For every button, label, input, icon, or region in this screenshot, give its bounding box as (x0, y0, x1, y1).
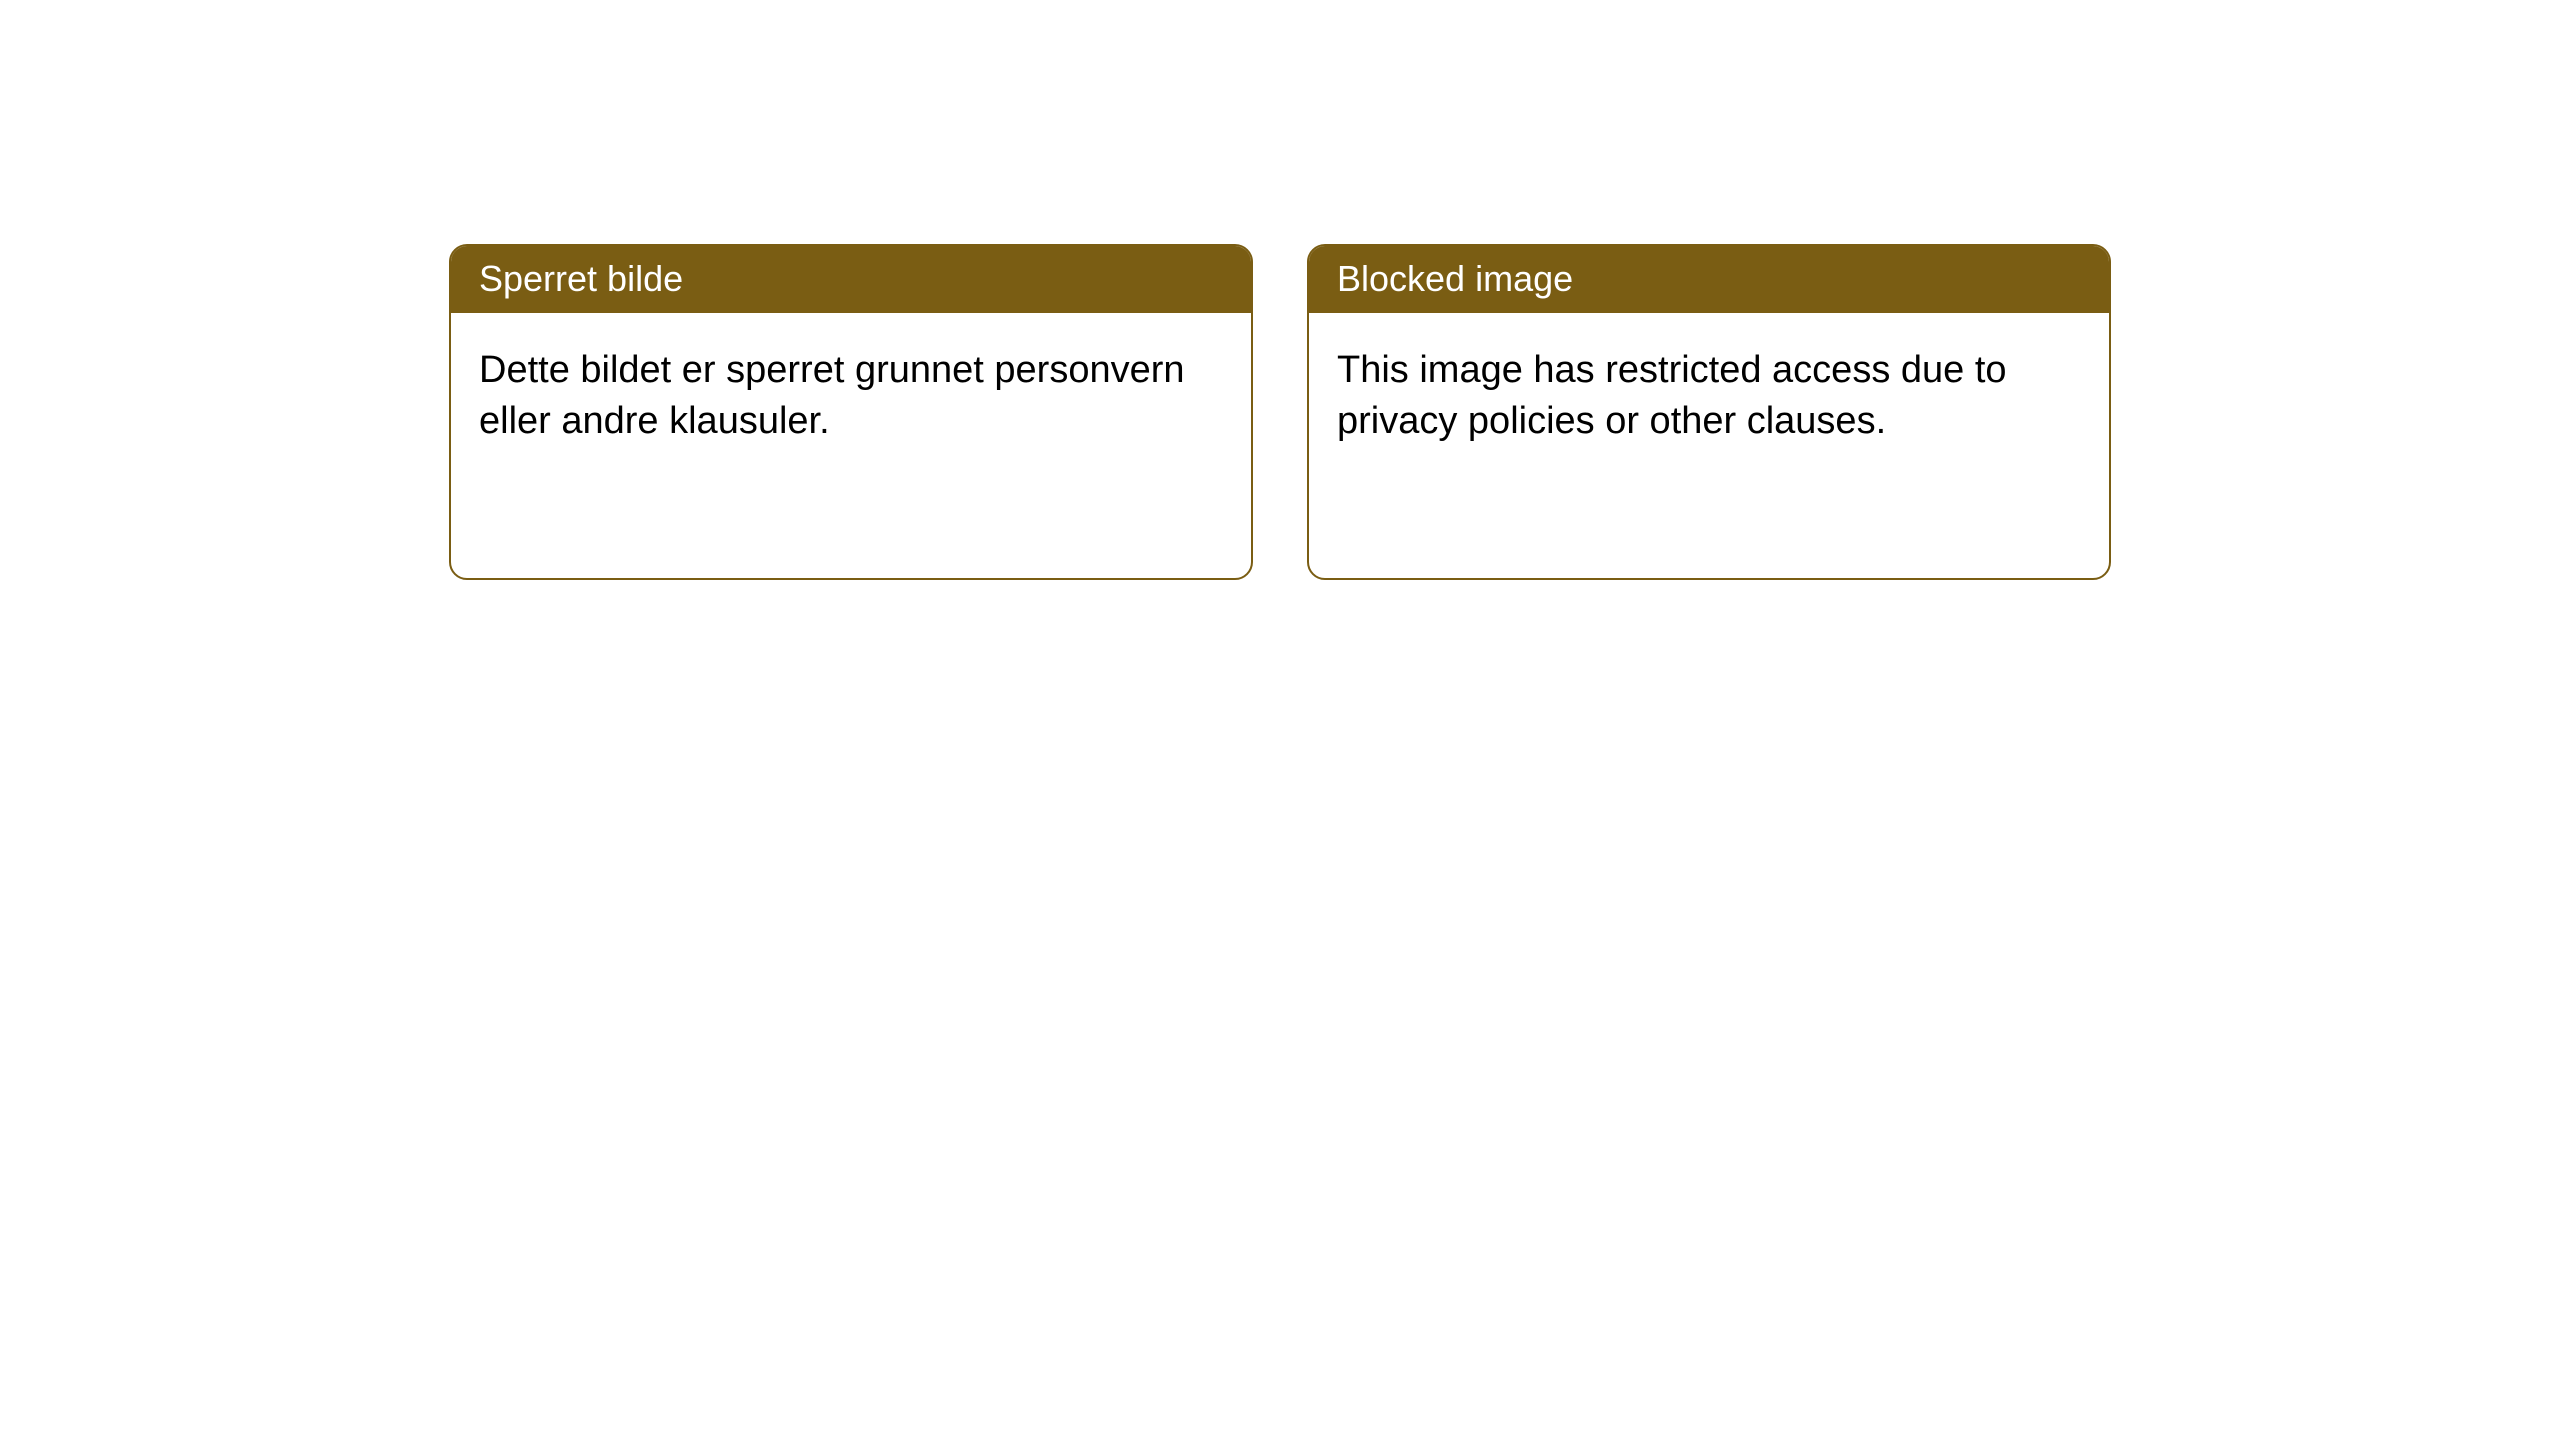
notice-body: This image has restricted access due to … (1309, 313, 2109, 480)
notice-container: Sperret bilde Dette bildet er sperret gr… (0, 0, 2560, 580)
notice-header: Sperret bilde (451, 246, 1251, 313)
notice-box-norwegian: Sperret bilde Dette bildet er sperret gr… (449, 244, 1253, 580)
notice-body: Dette bildet er sperret grunnet personve… (451, 313, 1251, 480)
notice-header: Blocked image (1309, 246, 2109, 313)
notice-box-english: Blocked image This image has restricted … (1307, 244, 2111, 580)
